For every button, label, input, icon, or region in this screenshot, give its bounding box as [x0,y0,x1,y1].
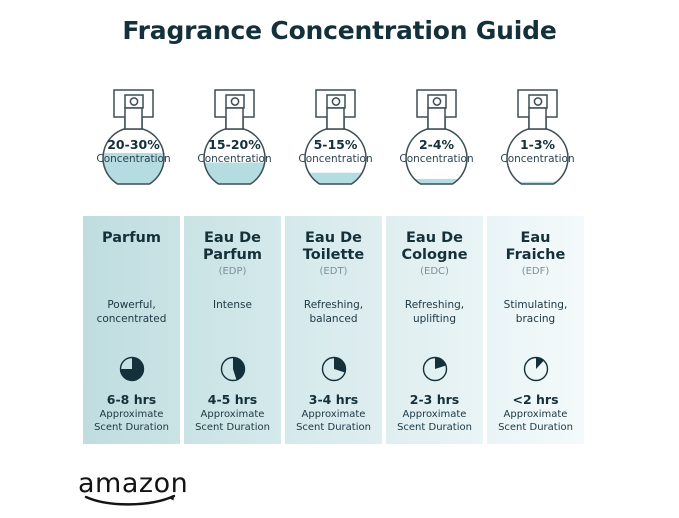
column-description-line1: Refreshing, [303,299,364,311]
perfume-bottle-icon [304,89,367,185]
duration-value: 4-5 hrs [207,392,258,407]
column-description: Stimulating, bracing [487,298,584,326]
column-name-line2: Cologne [401,247,468,263]
clock-icon-wrap [386,356,483,387]
clock-icon-wrap [184,356,281,387]
duration-value: <2 hrs [512,392,559,407]
bottle-1: 20-30% Concentration [83,80,184,208]
clock-icon-wrap [487,356,584,387]
duration-caption-line2: Scent Duration [195,421,270,433]
perfume-bottle-icon [405,89,468,185]
clock-icon [119,356,144,382]
duration-caption-line2: Scent Duration [94,421,169,433]
clock-icon-wrap [83,356,180,387]
duration-caption-line2: Scent Duration [296,421,371,433]
clock-icon [422,356,447,382]
column-description: Refreshing, uplifting [386,298,483,326]
svg-text:amazon: amazon [78,468,188,499]
column-name-line1: Eau De [305,230,362,246]
page-title: Fragrance Concentration Guide [122,16,557,45]
column-abbreviation: (EDF) [521,266,550,277]
column-description: Powerful, concentrated [83,298,180,326]
column-name-line1: Eau [520,230,551,246]
perfume-bottle-icon [506,89,569,185]
bottle-4: 2-4% Concentration [386,80,487,208]
column-name-line2: Fraiche [505,247,566,263]
duration-caption: Approximate Scent Duration [487,409,584,434]
column-abbreviation: (EDP) [218,266,247,277]
bottle-3: 5-15% Concentration [285,80,386,208]
column-description: Refreshing, balanced [285,298,382,326]
clock-icon [523,356,548,382]
duration-caption-line1: Approximate [200,409,265,420]
duration-caption-line1: Approximate [99,409,164,420]
column-panel-4: Eau De Cologne (EDC) Refreshing, uplifting 2-… [386,216,483,444]
duration-value: 2-3 hrs [409,392,460,407]
column-description-line1: Powerful, [107,299,156,311]
bottle-2: 15-20% Concentration [184,80,285,208]
perfume-bottle-icon [203,89,266,185]
column-name-line1: Eau De [204,230,261,246]
bottle-5: 1-3% Concentration [487,80,588,208]
column-panel-5: Eau Fraiche (EDF) Stimulating, bracing <2 hrs… [487,216,584,444]
column-name: Eau De Toilette [285,230,382,264]
duration-value: 3-4 hrs [308,392,359,407]
duration-caption-line1: Approximate [301,409,366,420]
columns-row: Parfum Powerful, concentrated 6-8 hrs Approx… [83,216,588,444]
column-description-line1: Stimulating, [503,299,568,311]
column-panel-1: Parfum Powerful, concentrated 6-8 hrs Approx… [83,216,180,444]
bottles-row: 20-30% Concentration 15-20% Concentration 5-… [83,80,588,208]
column-panel-3: Eau De Toilette (EDT) Refreshing, balanced 3-… [285,216,382,444]
column-name: Eau Fraiche [487,230,584,264]
column-name: Eau De Cologne [386,230,483,264]
column-abbreviation [83,249,180,261]
column-name-line1: Eau De [406,230,463,246]
column-description-line2: bracing [515,313,556,325]
duration-value: 6-8 hrs [106,392,157,407]
duration-caption-line2: Scent Duration [498,421,573,433]
column-description-line2: balanced [309,313,358,325]
duration-caption: Approximate Scent Duration [83,409,180,434]
column-description: Intense [184,298,281,312]
clock-icon [321,356,346,382]
column-name: Parfum [102,230,161,246]
duration-caption-line1: Approximate [402,409,467,420]
column-panel-2: Eau De Parfum (EDP) Intense 4-5 hrs Approxima… [184,216,281,444]
duration-caption: Approximate Scent Duration [184,409,281,434]
duration-caption: Approximate Scent Duration [386,409,483,434]
column-description-line1: Refreshing, [404,299,465,311]
column-name: Eau De Parfum [184,230,281,264]
duration-caption-line2: Scent Duration [397,421,472,433]
duration-caption: Approximate Scent Duration [285,409,382,434]
duration-caption-line1: Approximate [503,409,568,420]
perfume-bottle-icon [102,89,165,185]
column-description-line2: concentrated [96,313,167,325]
column-description-line1: Intense [213,299,252,311]
clock-icon-wrap [285,356,382,387]
clock-icon [220,356,245,382]
column-abbreviation: (EDT) [319,266,348,277]
column-name-line2: Toilette [302,247,365,263]
column-abbreviation: (EDC) [420,266,449,277]
amazon-logo: amazon [78,466,198,506]
column-name-line2: Parfum [203,247,262,263]
column-description-line2: uplifting [412,313,457,325]
